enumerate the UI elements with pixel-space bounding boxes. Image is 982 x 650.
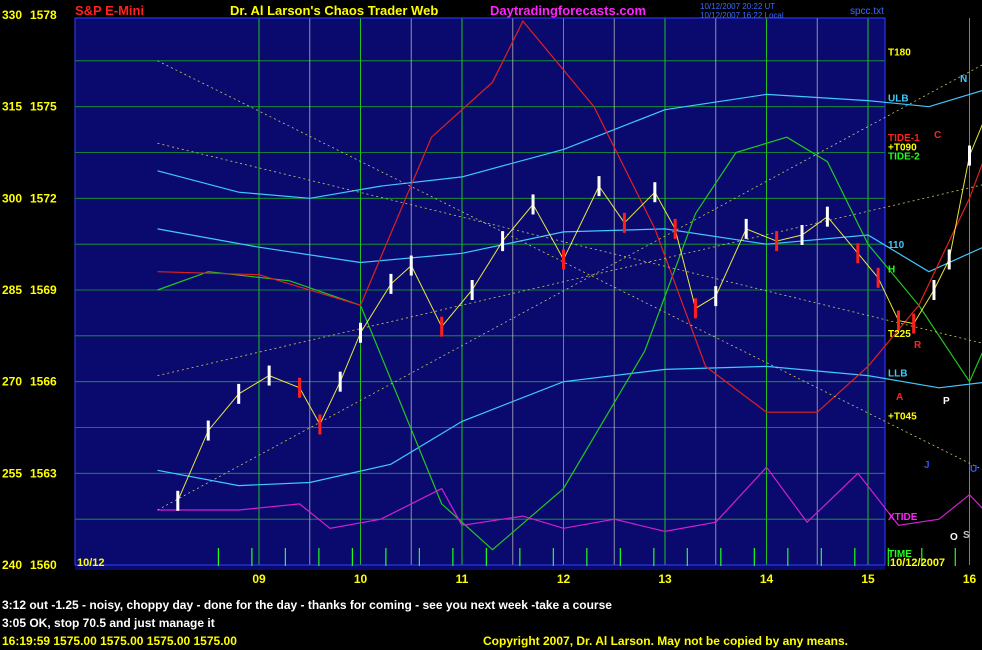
y-tick-label: 285	[2, 283, 22, 297]
right-label: T225	[888, 329, 911, 340]
plot-area	[75, 18, 885, 570]
gridlines	[74, 17, 970, 566]
x-tick-label: 14	[760, 572, 774, 586]
right-label: LLB	[888, 369, 907, 380]
right-label: TIDE-1	[888, 133, 920, 144]
tide-1-curve	[157, 20, 982, 413]
x-tick-label: 10	[354, 572, 368, 586]
y-price-label: 1566	[30, 375, 57, 389]
x-tick-label: 16	[963, 572, 977, 586]
right-label: H	[888, 265, 895, 276]
side-letter: J	[924, 460, 930, 471]
status-message-2: 3:05 OK, stop 70.5 and just manage it	[2, 616, 215, 630]
right-label: XTIDE	[888, 512, 918, 523]
xtide-curve	[157, 466, 982, 533]
y-price-label: 1575	[30, 100, 57, 114]
side-letter: S	[963, 530, 970, 541]
y-price-label: 1578	[30, 8, 57, 22]
y-axis-labels: 330 1578 315 1575 300 1572 285 1569 270 1566 255 15…	[2, 8, 57, 572]
start-date-label: 10/12	[77, 557, 105, 569]
side-letters: N C R A P J U O S	[896, 74, 977, 543]
timestamp-local: 10/12/2007 16:22 Local	[700, 11, 784, 20]
upper-band	[157, 90, 982, 199]
symbol-title: S&P E-Mini	[75, 3, 144, 18]
y-price-label: 1560	[30, 558, 57, 572]
side-letter: N	[960, 74, 967, 85]
right-label: +T045	[888, 411, 917, 422]
y-price-label: 1563	[30, 466, 57, 480]
y-tick-label: 255	[2, 466, 22, 480]
lower-band	[157, 365, 982, 487]
indicator-bands	[157, 20, 982, 566]
right-label: 110	[888, 240, 905, 251]
y-price-label: 1569	[30, 283, 57, 297]
right-label: T180	[888, 48, 911, 59]
y-price-label: 1572	[30, 191, 57, 205]
site-link[interactable]: Daytradingforecasts.com	[490, 3, 646, 18]
y-tick-label: 240	[2, 558, 22, 572]
copyright-notice: Copyright 2007, Dr. Al Larson. May not b…	[483, 634, 848, 648]
x-tick-label: 12	[557, 572, 571, 586]
x-tick-label: 11	[456, 572, 469, 586]
x-tick-label: 15	[861, 572, 875, 586]
data-file-name: spcc.txt	[850, 6, 884, 17]
side-letter: C	[934, 130, 941, 141]
side-letter: U	[970, 464, 977, 475]
y-tick-label: 315	[2, 100, 22, 114]
status-message-1: 3:12 out -1.25 - noisy, choppy day - don…	[2, 598, 612, 612]
y-tick-label: 330	[2, 8, 22, 22]
quote-line: 16:19:59 1575.00 1575.00 1575.00 1575.00	[2, 634, 237, 648]
right-label: ULB	[888, 94, 909, 105]
timestamp-ut: 10/12/2007 20:22 UT	[700, 2, 775, 11]
x-tick-label: 13	[658, 572, 672, 586]
end-date-label: 10/12/2007	[890, 557, 945, 569]
right-label: +T090	[888, 142, 917, 153]
tide-2-curve	[157, 136, 982, 551]
y-tick-label: 270	[2, 375, 22, 389]
right-label: TIDE-2	[888, 152, 920, 163]
side-letter: A	[896, 392, 903, 403]
x-tick-label: 09	[252, 572, 266, 586]
y-tick-label: 300	[2, 191, 22, 205]
x-axis-labels: 09 10 11 12 13 14 15 16	[252, 572, 976, 586]
side-letter: R	[914, 340, 922, 351]
right-label: TIME	[888, 549, 912, 560]
chart-title: Dr. Al Larson's Chaos Trader Web	[230, 3, 438, 18]
mid-band	[157, 228, 982, 273]
side-letter: P	[943, 396, 950, 407]
flux-line	[157, 184, 982, 376]
price-series	[176, 124, 982, 511]
side-letter: O	[950, 532, 958, 543]
